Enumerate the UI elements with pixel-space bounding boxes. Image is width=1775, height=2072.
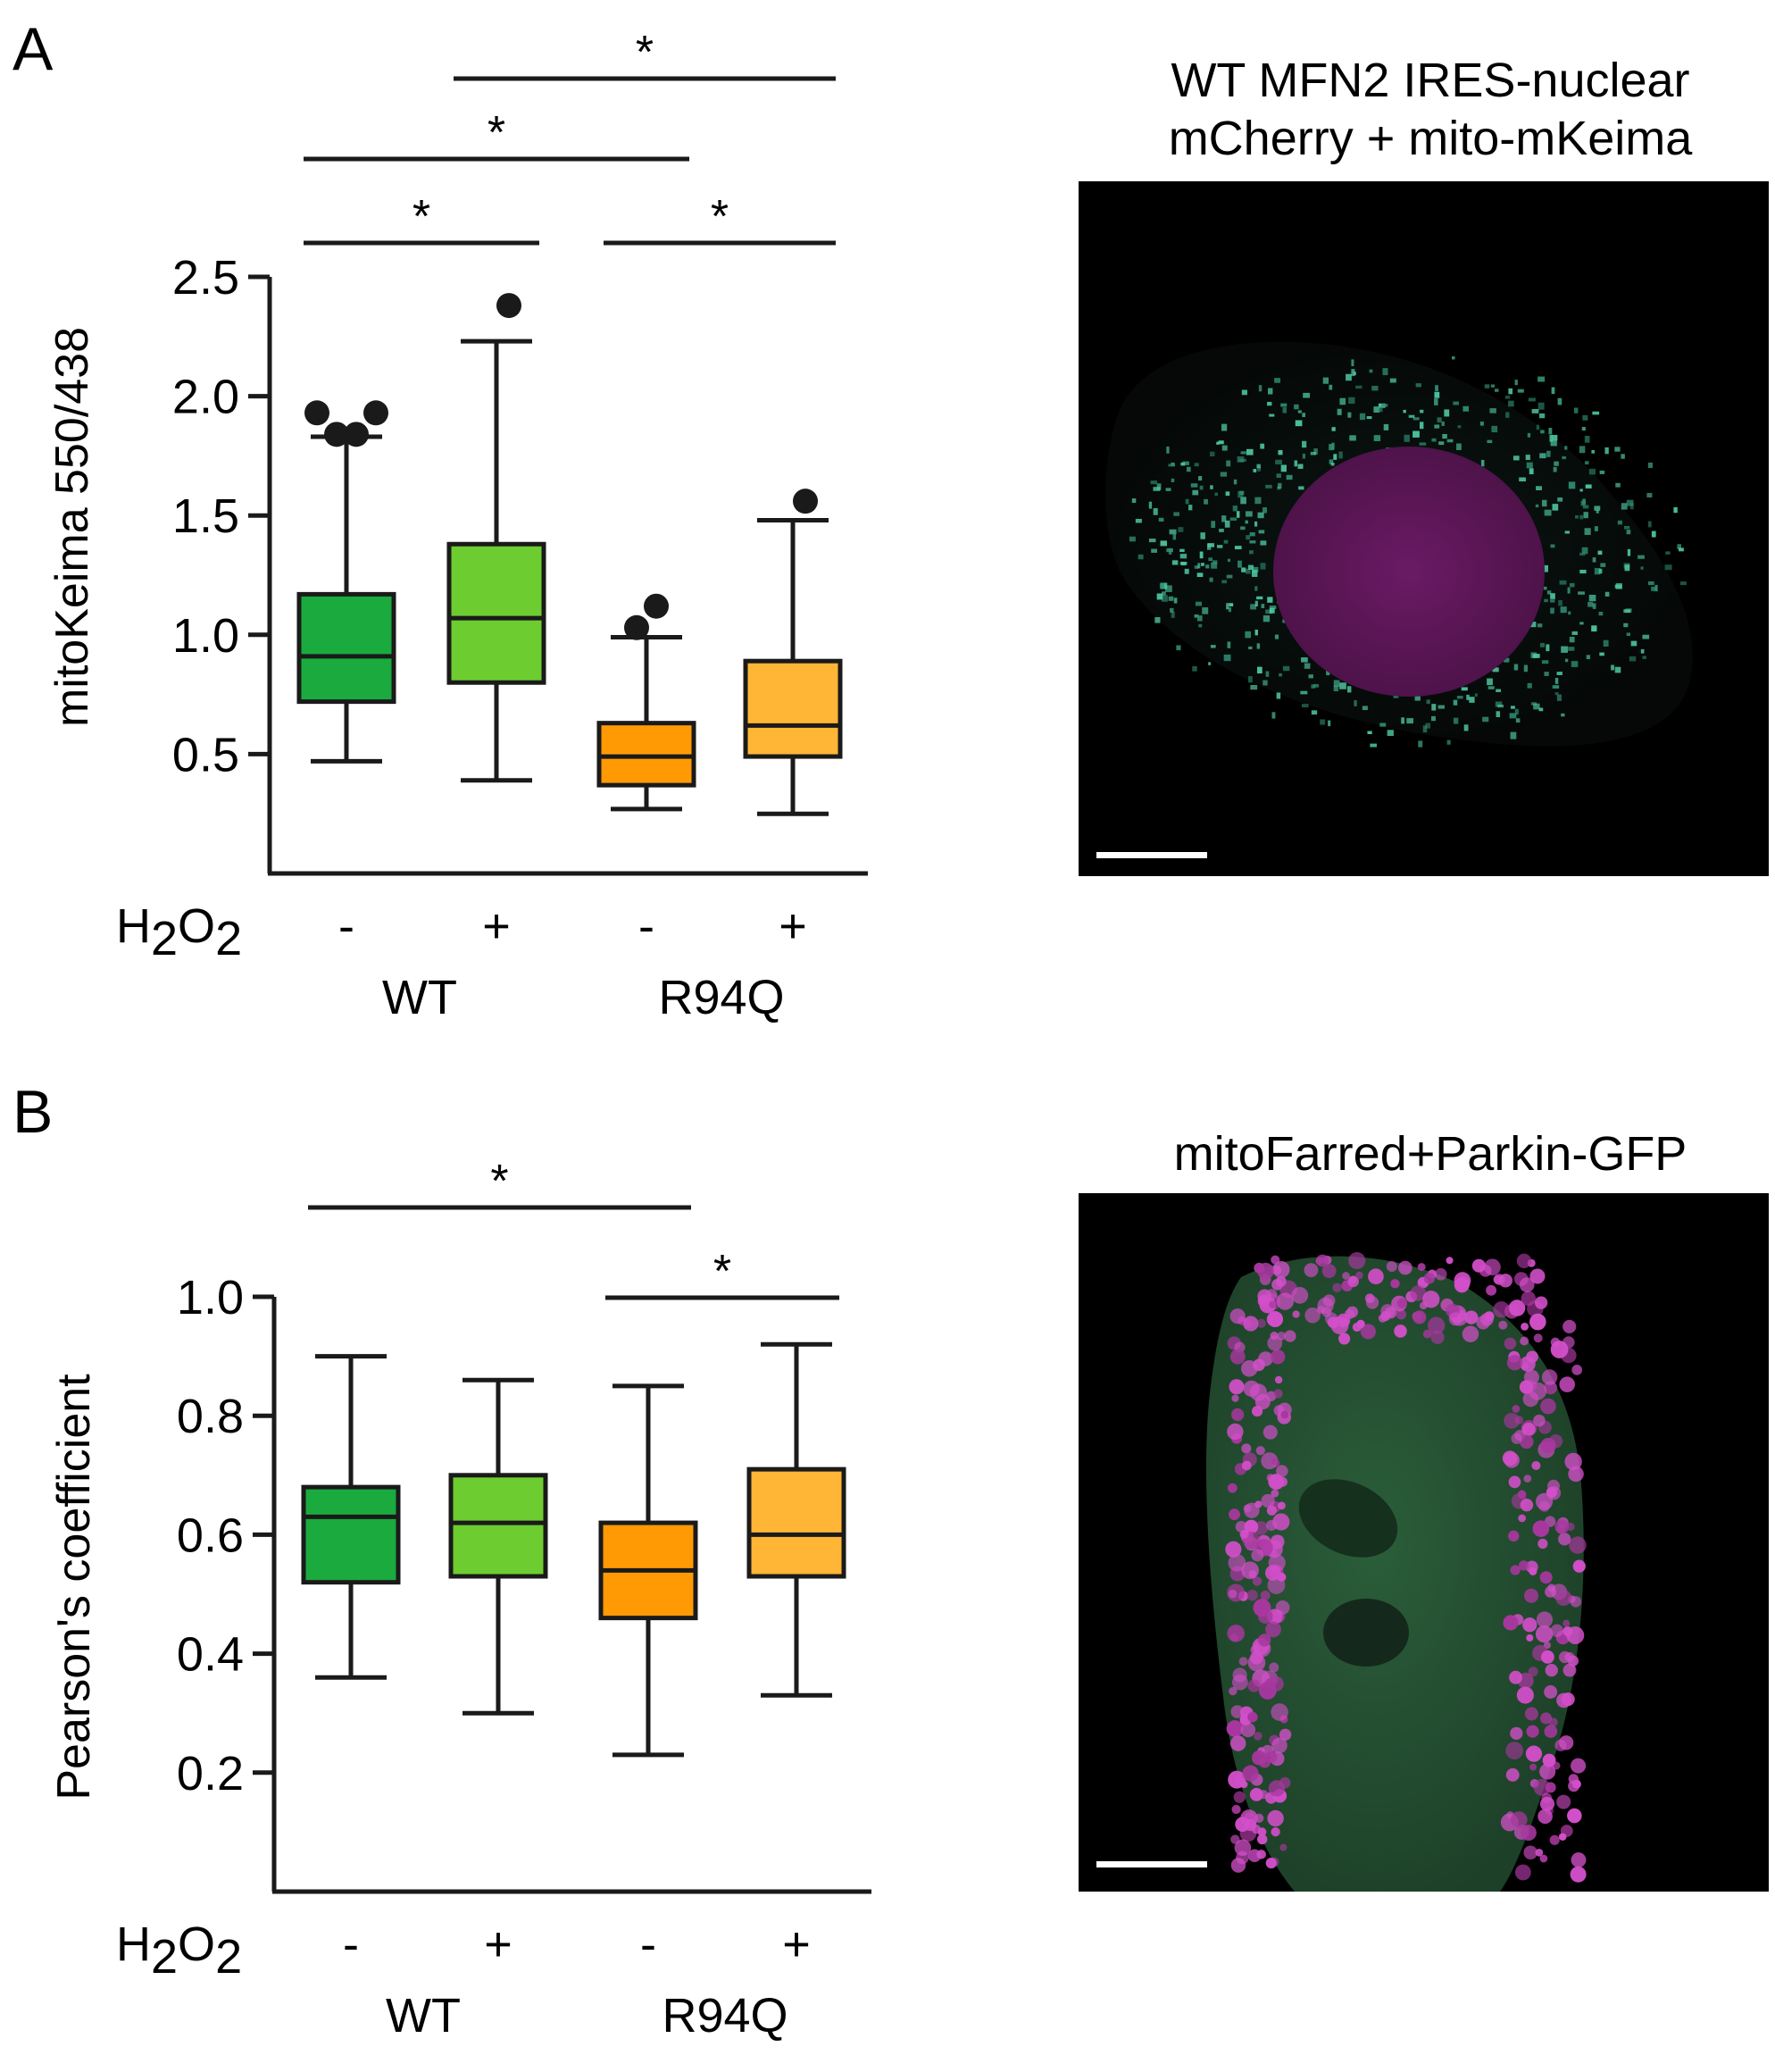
boxplot-b: 0.2 0.4 0.6 0.8 1.0 Pearson's coefficient * * H2… <box>48 1156 871 2043</box>
treatment-label: H2O2 <box>116 1917 242 1984</box>
box-wt-treated <box>446 293 546 783</box>
y-tick-label: 0.6 <box>177 1508 244 1562</box>
panel-b: B 0.2 0.4 0.6 0.8 1.0 Pearson's coefficient * *… <box>12 1078 1769 2043</box>
significance-star: * <box>636 27 654 79</box>
y-tick-label: 1.0 <box>177 1271 244 1324</box>
box-wt-treated <box>448 1377 548 1716</box>
outlier-point <box>496 293 521 319</box>
genotype-label: WT <box>382 971 457 1024</box>
y-tick-label: 2.0 <box>172 371 239 424</box>
box-r94q-untreated <box>596 593 696 812</box>
significance-star: * <box>490 1156 508 1207</box>
parkin-micrograph <box>1079 1193 1769 1892</box>
outlier-point <box>344 422 369 447</box>
scale-bar <box>1096 1861 1207 1867</box>
treatment-mark: + <box>484 1917 512 1971</box>
box-r94q-untreated <box>598 1383 698 1758</box>
y-tick-label: 1.5 <box>172 489 239 543</box>
y-tick-label: 0.8 <box>177 1390 244 1443</box>
treatment-mark: - <box>343 1917 359 1971</box>
y-tick-label: 0.2 <box>177 1747 244 1800</box>
y-tick-label: 1.0 <box>172 609 239 663</box>
outlier-point <box>644 593 669 619</box>
panel-letter: A <box>12 15 54 83</box>
significance-star: * <box>711 191 729 243</box>
box-body <box>301 1484 401 1585</box>
scale-bar <box>1096 852 1207 858</box>
box-r94q-treated <box>743 489 843 816</box>
boxplot-a: 0.5 1.0 1.5 2.0 2.5 mitoKeima 550/438 * * * * H2O2… <box>46 27 868 1024</box>
treatment-mark: + <box>779 899 807 953</box>
box-body <box>446 541 546 685</box>
treatment-mark: + <box>782 1917 811 1971</box>
y-tick-label: 0.4 <box>177 1628 244 1682</box>
treatment-mark: - <box>640 1917 656 1971</box>
treatment-label: H2O2 <box>116 899 242 965</box>
outlier-point <box>324 422 349 447</box>
box-body <box>596 721 696 788</box>
significance-star: * <box>412 191 430 243</box>
genotype-label: R94Q <box>662 1989 788 2043</box>
box-body <box>296 591 396 705</box>
panel-a: A 0.5 1.0 1.5 2.0 2.5 mitoKeima 550/438 * * * * H2… <box>12 15 1769 1024</box>
image-title-line-2: mCherry + mito-mKeima <box>1169 112 1694 165</box>
y-tick-label: 0.5 <box>172 728 239 781</box>
y-tick-label: 2.5 <box>172 251 239 305</box>
image-title: mitoFarred+Parkin-GFP <box>1174 1127 1688 1181</box>
treatment-mark: + <box>482 899 511 953</box>
outlier-point <box>793 489 818 514</box>
significance-star: * <box>488 107 505 159</box>
significance-star: * <box>713 1246 731 1298</box>
box-body <box>448 1473 548 1579</box>
y-axis-label: mitoKeima 550/438 <box>46 327 98 727</box>
genotype-label: WT <box>386 1989 461 2043</box>
box-r94q-treated <box>746 1341 846 1698</box>
treatment-mark: - <box>638 899 654 953</box>
y-axis-label: Pearson's coefficient <box>48 1374 100 1800</box>
box-body <box>746 1466 846 1579</box>
box-body <box>743 658 843 759</box>
genotype-label: R94Q <box>658 971 784 1024</box>
outlier-point <box>304 400 329 426</box>
box-wt-untreated <box>296 400 396 764</box>
image-title-line-1: WT MFN2 IRES-nuclear <box>1171 54 1689 107</box>
outlier-point <box>363 400 388 426</box>
mitokeima-micrograph <box>1079 181 1769 876</box>
treatment-mark: - <box>338 899 354 953</box>
outlier-point <box>624 614 649 640</box>
panel-letter: B <box>12 1078 53 1146</box>
box-wt-untreated <box>301 1354 401 1680</box>
